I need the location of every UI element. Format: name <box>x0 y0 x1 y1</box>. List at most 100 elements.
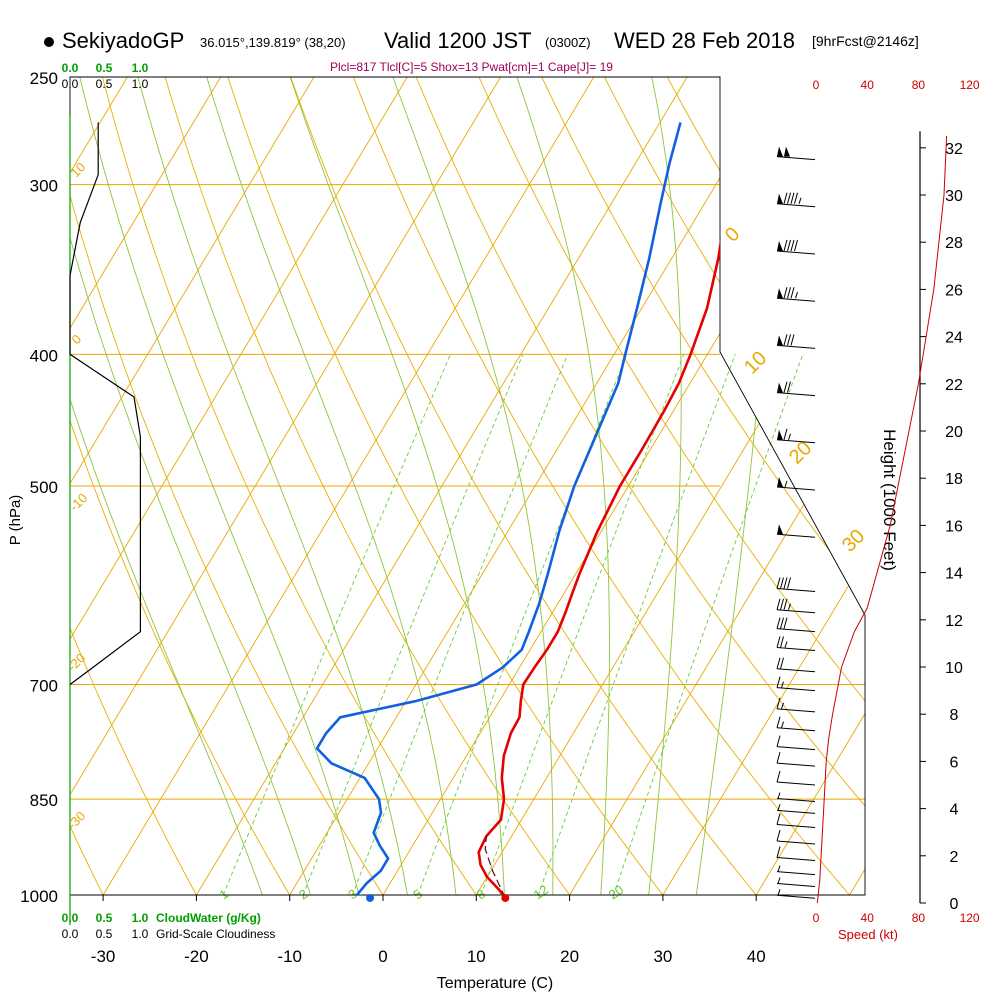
temperature-line <box>477 122 740 895</box>
forecast-info: [9hrFcst@2146z] <box>812 33 919 49</box>
dry-adiabat-line <box>70 77 402 895</box>
isotherm-line <box>70 77 315 484</box>
speed-axis-label: Speed (kt) <box>838 927 898 942</box>
wind-barb-icon <box>776 146 816 161</box>
wind-barb-icon <box>776 735 816 751</box>
height-tick-label: 4 <box>950 802 959 819</box>
wind-barb-icon <box>776 865 816 876</box>
mixing-ratio-line <box>613 354 804 895</box>
dry-adiabat-line <box>219 77 686 895</box>
wind-barb-icon <box>776 829 816 845</box>
dry-adiabat-line <box>0 53 23 924</box>
wind-barb-icon <box>776 617 816 633</box>
mixing-ratio-line <box>537 354 736 895</box>
isotherm-line <box>755 488 865 895</box>
dry-adiabat-line <box>70 77 308 895</box>
isotherm-line <box>475 77 865 895</box>
mixing-ratio-label: 5 <box>410 886 425 902</box>
valid-date: WED 28 Feb 2018 <box>614 28 795 53</box>
isotherm-line <box>569 177 865 895</box>
temperature-tick-label: -20 <box>184 947 209 966</box>
isotherm-label: 10 <box>68 159 89 180</box>
dry-adiabat-line <box>70 77 119 895</box>
wind-speed-line <box>816 135 948 904</box>
station-name: SekiyadoGP <box>62 28 185 53</box>
cloudiness-top-tick: 0.0 <box>62 77 79 91</box>
dry-adiabat-line <box>281 77 781 895</box>
wind-barb-icon <box>776 381 816 397</box>
height-tick-label: 8 <box>950 707 959 724</box>
dry-adiabat-line <box>343 77 865 895</box>
mixing-ratio-label: 20 <box>606 882 626 903</box>
wind-barb-icon <box>776 697 816 713</box>
dry-adiabat-line <box>405 77 865 895</box>
valid-time: Valid 1200 JST <box>384 28 532 53</box>
temperature-tick-label: 0 <box>378 947 387 966</box>
cloudiness-bottom-tick: 1.0 <box>132 927 149 941</box>
moist-adiabat-line <box>70 77 273 895</box>
wind-barb-icon <box>776 716 816 732</box>
pressure-tick-label: 300 <box>30 177 58 196</box>
speed-bottom-tick-label: 80 <box>912 911 926 925</box>
background-lines <box>0 53 865 924</box>
station-coords: 36.015°,139.819° (38,20) <box>200 35 346 50</box>
wind-barb-icon <box>776 239 816 255</box>
wind-barb-icon <box>776 751 816 767</box>
pressure-tick-label: 400 <box>30 346 58 365</box>
height-tick-label: 14 <box>945 566 963 583</box>
isotherm-label: 30 <box>838 525 869 556</box>
height-tick-label: 10 <box>945 660 963 677</box>
temperature-tick-label: 30 <box>653 947 672 966</box>
parcel-path-line <box>484 836 506 895</box>
wind-barb-icon <box>776 877 816 887</box>
valid-utc: (0300Z) <box>545 35 591 50</box>
wind-barb-icon <box>776 334 816 349</box>
sounding-lines <box>315 122 740 895</box>
isotherm-label: 0 <box>69 331 85 347</box>
temperature-tick-label: -10 <box>277 947 302 966</box>
wind-barb-icon <box>776 770 816 786</box>
height-tick-label: 30 <box>945 188 963 205</box>
speed-bottom-tick-label: 0 <box>813 911 820 925</box>
pressure-tick-label: 700 <box>30 677 58 696</box>
isotherm-label: 0 <box>721 223 744 246</box>
moist-adiabat-line <box>645 77 682 895</box>
dry-adiabat-line <box>95 77 497 895</box>
height-tick-label: 22 <box>945 377 963 394</box>
mixing-ratio-label: 8 <box>474 886 489 902</box>
cloud-water-top-tick: 0.0 <box>62 61 79 75</box>
wind-barb-icon <box>776 889 816 899</box>
pressure-tick-label: 250 <box>30 69 58 88</box>
height-tick-label: 16 <box>945 518 963 535</box>
cloud-water-axis-label: CloudWater (g/Kg) <box>156 911 261 925</box>
isotherm-label: -30 <box>65 808 89 832</box>
station-dot-icon <box>44 37 54 47</box>
height-tick-label: 20 <box>945 424 963 441</box>
cloudiness-bottom-tick: 0.5 <box>96 927 113 941</box>
temperature-tick-label: 40 <box>747 947 766 966</box>
dry-adiabat-line <box>70 77 213 895</box>
height-tick-label: 24 <box>945 330 963 347</box>
height-tick-label: 6 <box>950 754 959 771</box>
height-tick-label: 26 <box>945 282 963 299</box>
wind-barb-icon <box>776 287 816 302</box>
wind-barb-icon <box>776 676 816 692</box>
stability-indices: Plcl=817 Tlcl[C]=5 Shox=13 Pwat[cm]=1 Ca… <box>330 60 613 74</box>
moist-adiabat-line <box>70 77 320 895</box>
pressure-tick-label: 1000 <box>20 887 58 906</box>
isotherm-line <box>70 77 501 795</box>
x-axis-label: Temperature (C) <box>437 975 553 992</box>
height-tick-label: 18 <box>945 471 963 488</box>
height-tick-label: 32 <box>945 141 963 158</box>
mixing-ratio-line <box>480 354 685 895</box>
speed-top-tick-label: 0 <box>813 78 820 92</box>
dry-adiabat-line <box>654 77 865 895</box>
mixing-ratio-label: 12 <box>531 882 551 903</box>
dry-adiabat-line <box>467 77 865 895</box>
speed-top-tick-label: 120 <box>960 78 980 92</box>
moist-adiabat-line <box>206 77 460 895</box>
wind-barb-icon <box>776 813 816 828</box>
moist-adiabat-line <box>137 77 413 895</box>
cloud-water-bottom-tick: 0.0 <box>62 911 79 925</box>
